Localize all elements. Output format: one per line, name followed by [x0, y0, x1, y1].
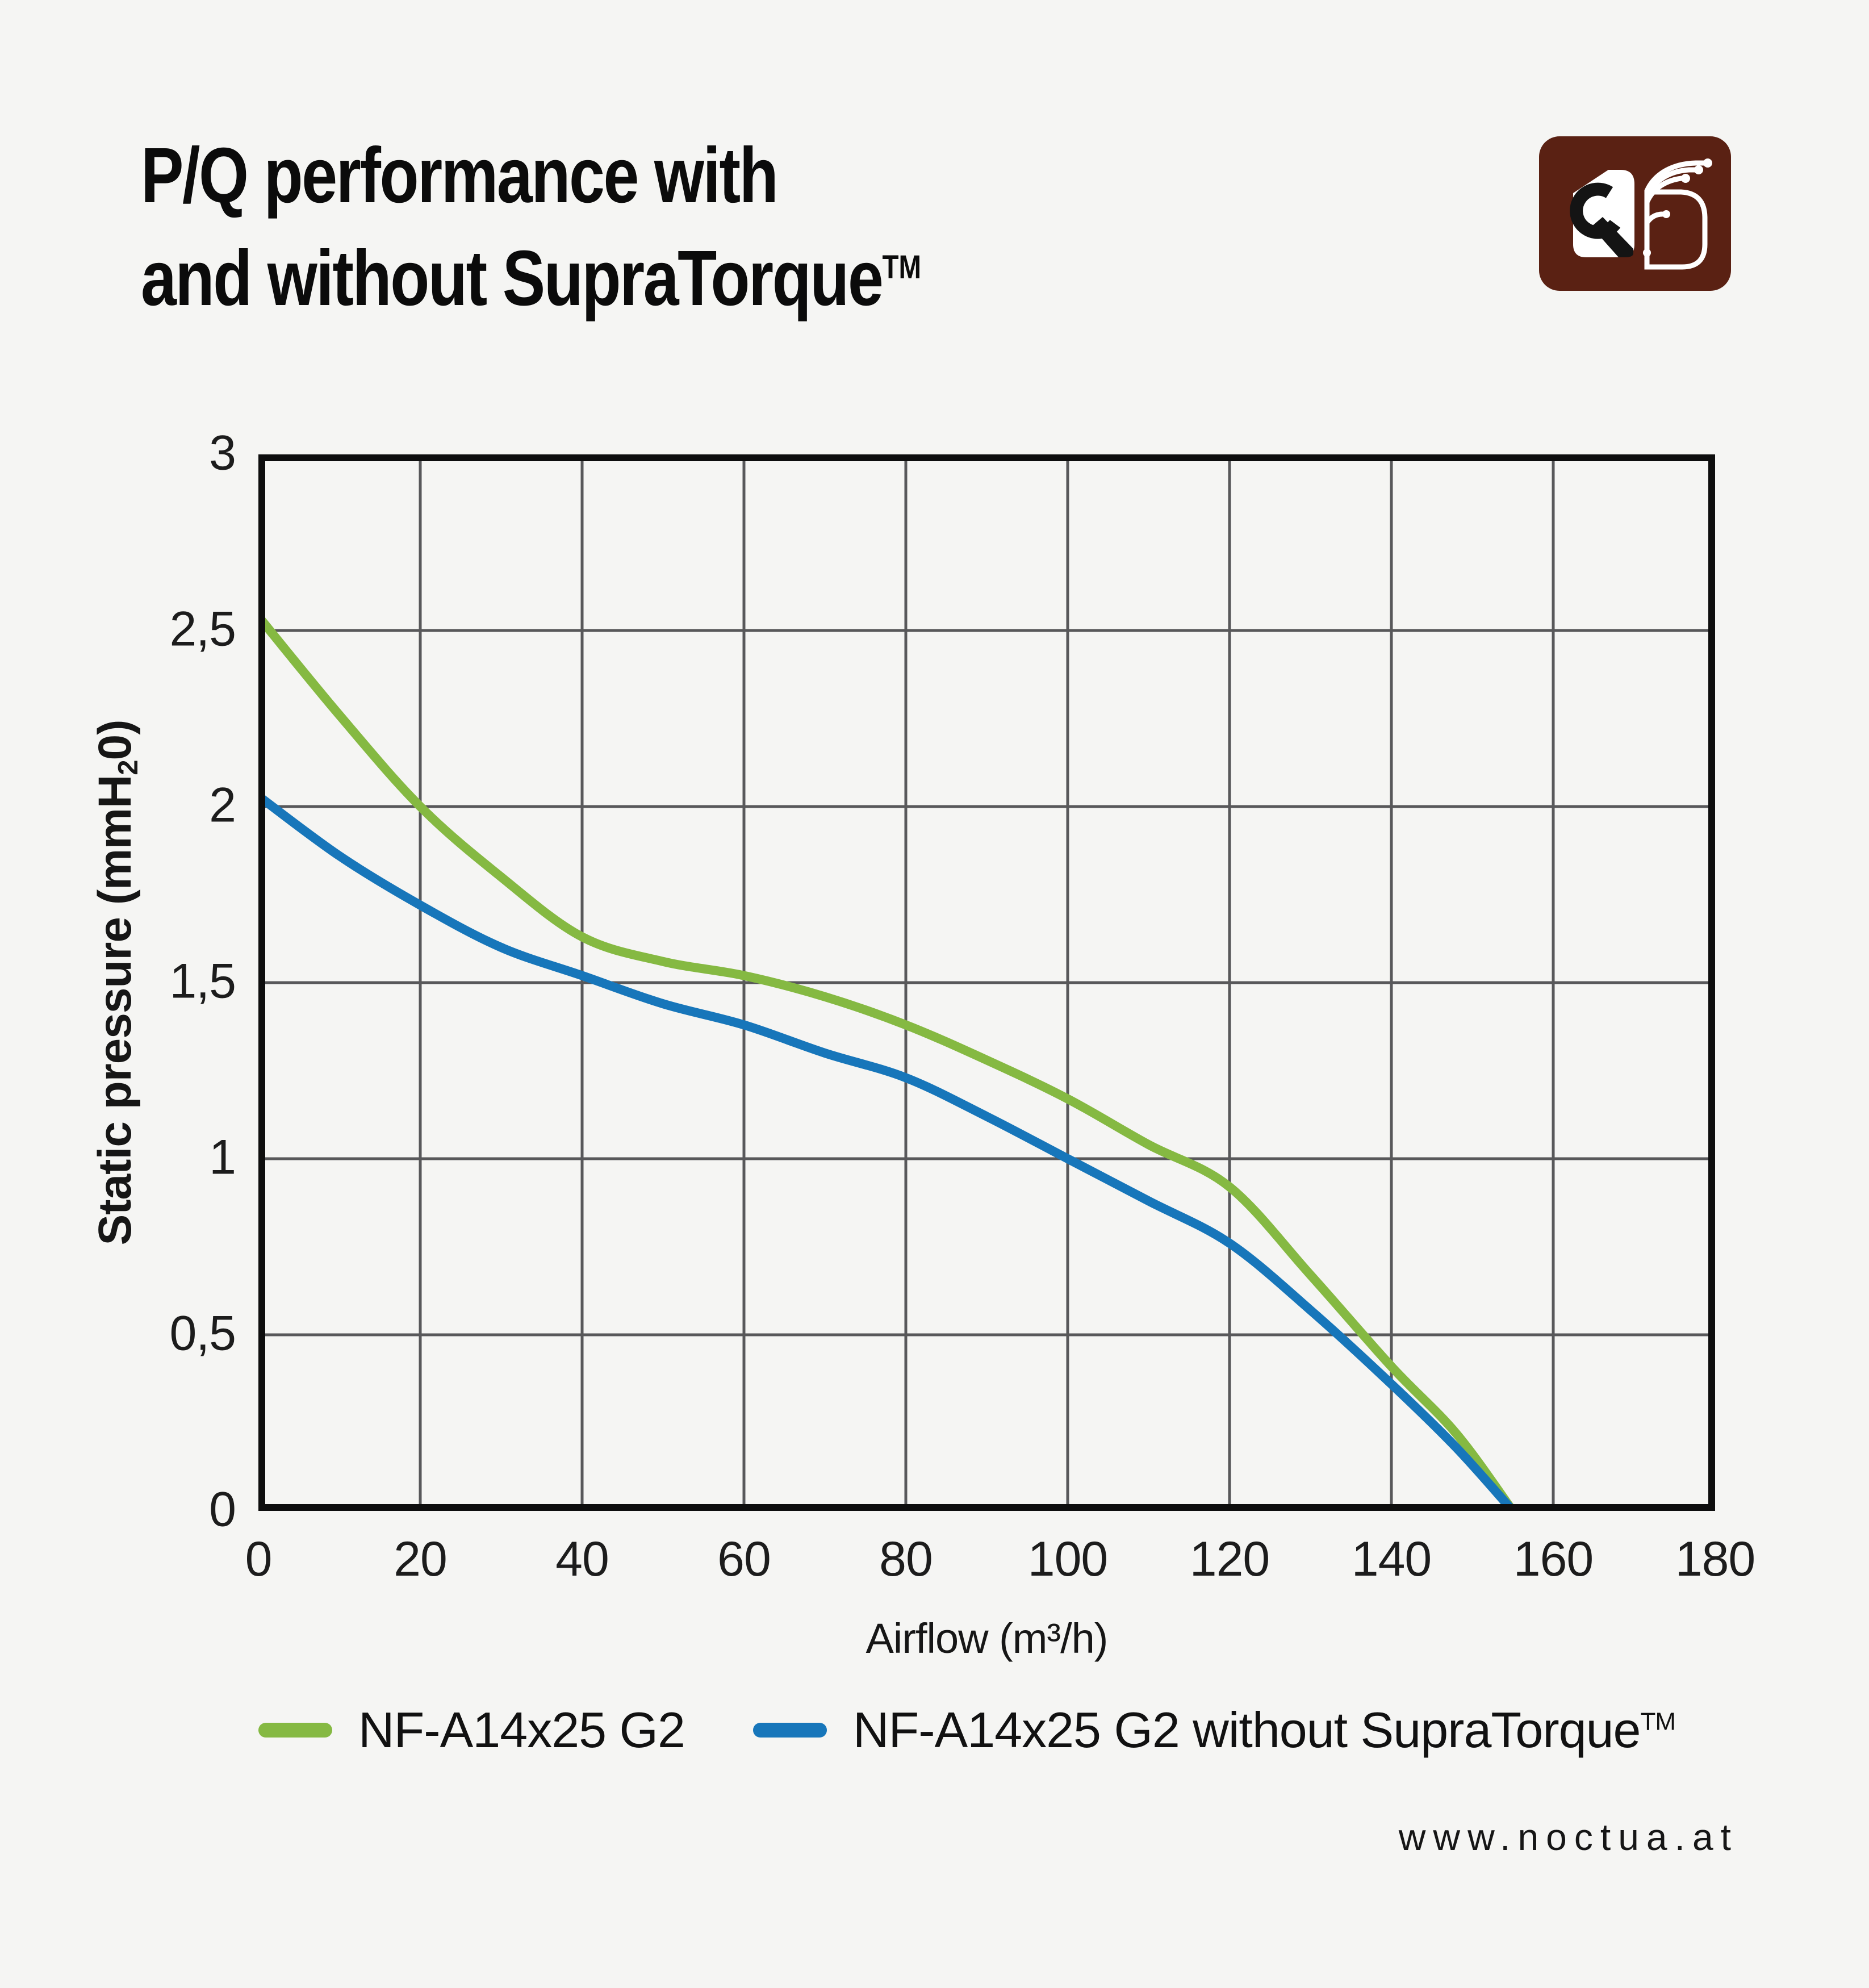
trademark-superscript: TM: [1640, 1707, 1676, 1736]
y-tick-label: 0: [209, 1482, 236, 1537]
noctua-logo-icon: [1539, 136, 1731, 291]
legend-swatch-green: [258, 1723, 332, 1738]
legend-swatch-blue: [752, 1723, 827, 1738]
x-axis-tick-labels: 0 20 40 60 80 100 120 140 160 180: [245, 1531, 1756, 1594]
x-tick-label: 20: [394, 1532, 448, 1586]
x-axis-title: Airflow (m³/h): [865, 1615, 1109, 1662]
legend-label: NF-A14x25 G2: [358, 1702, 685, 1758]
pq-chart: [258, 454, 1715, 1511]
chart-legend: NF-A14x25 G2 NF-A14x25 G2 without SupraT…: [258, 1701, 1792, 1759]
y-axis-tick-labels: 0 0,5 1 1,5 2 2,5 3: [0, 426, 236, 1537]
y-tick-label: 3: [209, 425, 236, 481]
legend-label: NF-A14x25 G2 without SupraTorqueTM: [852, 1702, 1676, 1758]
x-tick-label: 60: [717, 1532, 771, 1586]
y-tick-label: 1,5: [169, 954, 236, 1009]
x-tick-label: 140: [1351, 1532, 1432, 1586]
x-tick-label: 180: [1675, 1532, 1755, 1586]
page-title-line2: and without SupraTorqueTM: [141, 235, 922, 322]
page-title: P/Q performance with and without SupraTo…: [141, 130, 921, 324]
subscript-2: 2: [112, 760, 144, 775]
y-tick-label: 2: [209, 778, 236, 833]
y-tick-label: 2,5: [169, 602, 236, 657]
x-tick-label: 160: [1513, 1532, 1594, 1586]
legend-item-supratorque: NF-A14x25 G2: [258, 1701, 685, 1759]
legend-item-without-supratorque: NF-A14x25 G2 without SupraTorqueTM: [752, 1701, 1676, 1759]
noctua-logo: [1539, 136, 1731, 291]
y-axis-title: Static pressure (mmH20): [89, 720, 144, 1246]
page-title-line1: P/Q performance with: [141, 132, 779, 219]
y-tick-label: 0,5: [169, 1306, 236, 1361]
x-tick-label: 0: [245, 1532, 273, 1586]
y-tick-label: 1: [209, 1130, 236, 1185]
trademark-superscript: TM: [882, 249, 922, 286]
website-url: www.noctua.at: [1398, 1816, 1738, 1858]
x-tick-label: 40: [555, 1532, 609, 1586]
x-tick-label: 100: [1027, 1532, 1108, 1586]
x-tick-label: 80: [879, 1532, 933, 1586]
x-tick-label: 120: [1189, 1532, 1270, 1586]
